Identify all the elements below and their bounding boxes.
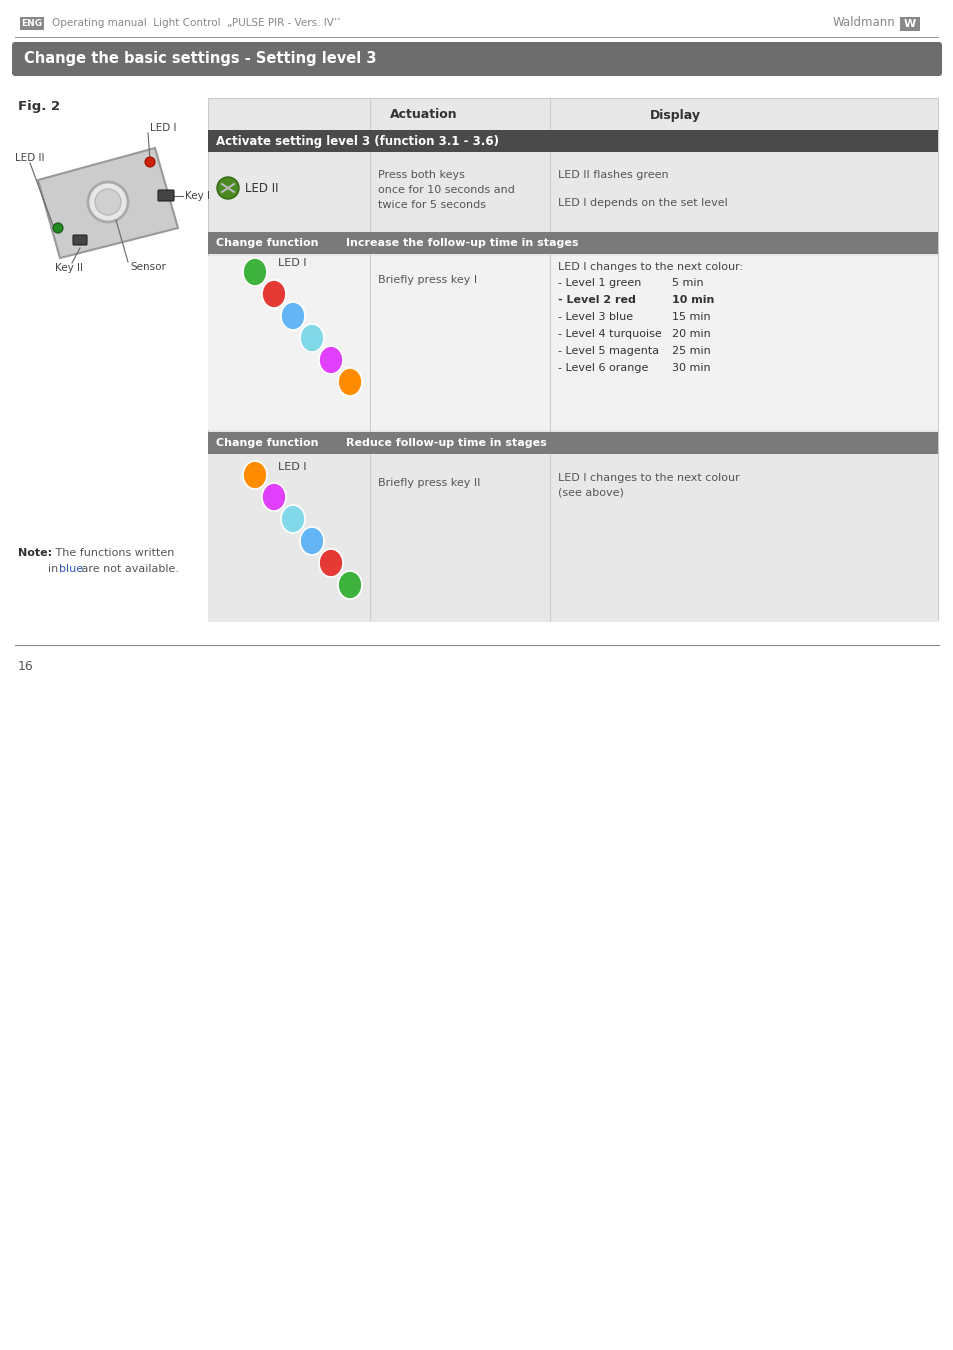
Text: - Level 3 blue: - Level 3 blue (558, 312, 633, 323)
Circle shape (145, 157, 154, 167)
Text: - Level 2 red: - Level 2 red (558, 296, 636, 305)
Text: Key I: Key I (185, 190, 210, 201)
Text: Briefly press key I: Briefly press key I (377, 275, 476, 285)
Text: Change function: Change function (215, 238, 318, 248)
Text: Change the basic settings - Setting level 3: Change the basic settings - Setting leve… (24, 51, 376, 66)
Text: 20 min: 20 min (671, 329, 710, 339)
Text: 10 min: 10 min (671, 296, 714, 305)
Text: blue: blue (59, 564, 83, 574)
Text: Sensor: Sensor (130, 262, 166, 271)
Text: Increase the follow-up time in stages: Increase the follow-up time in stages (346, 238, 578, 248)
Polygon shape (38, 148, 178, 258)
Text: 30 min: 30 min (671, 363, 710, 373)
Text: Waldmann: Waldmann (831, 16, 894, 30)
Ellipse shape (243, 258, 267, 286)
Circle shape (88, 182, 128, 221)
Bar (208, 232, 937, 254)
Ellipse shape (337, 369, 361, 396)
Text: Fig. 2: Fig. 2 (18, 100, 60, 113)
Ellipse shape (262, 483, 286, 512)
Text: W: W (902, 19, 915, 28)
Bar (208, 256, 937, 431)
Text: Reduce follow-up time in stages: Reduce follow-up time in stages (346, 437, 546, 448)
FancyBboxPatch shape (20, 18, 44, 30)
FancyBboxPatch shape (73, 235, 87, 244)
Ellipse shape (299, 526, 324, 555)
Circle shape (216, 177, 239, 198)
Text: LED II flashes green: LED II flashes green (558, 170, 668, 180)
Ellipse shape (281, 505, 305, 533)
Text: 15 min: 15 min (671, 312, 710, 323)
Text: LED I: LED I (277, 258, 306, 269)
Text: Press both keys
once for 10 seconds and
twice for 5 seconds: Press both keys once for 10 seconds and … (377, 170, 515, 209)
Text: Actuation: Actuation (390, 108, 457, 122)
Text: - Level 6 orange: - Level 6 orange (558, 363, 648, 373)
FancyBboxPatch shape (158, 190, 173, 201)
Ellipse shape (318, 346, 343, 374)
Circle shape (53, 223, 63, 234)
FancyBboxPatch shape (899, 18, 919, 31)
Ellipse shape (243, 460, 267, 489)
Ellipse shape (299, 324, 324, 352)
Text: LED I depends on the set level: LED I depends on the set level (558, 198, 727, 208)
Text: Briefly press key II: Briefly press key II (377, 478, 480, 487)
Text: Note:: Note: (18, 548, 52, 558)
Bar (208, 454, 937, 622)
Text: LED II: LED II (245, 181, 278, 194)
Text: 16: 16 (18, 660, 33, 674)
Text: LED I: LED I (150, 123, 176, 134)
Text: Operating manual  Light Control  „PULSE PIR - Vers. IV’’: Operating manual Light Control „PULSE PI… (52, 18, 340, 28)
Text: ENG: ENG (21, 19, 43, 27)
Text: LED I changes to the next colour:: LED I changes to the next colour: (558, 262, 742, 271)
Text: Key II: Key II (55, 263, 83, 273)
Text: Change function: Change function (215, 437, 318, 448)
Text: 25 min: 25 min (671, 346, 710, 356)
Ellipse shape (262, 279, 286, 308)
Bar (208, 130, 937, 153)
Text: 5 min: 5 min (671, 278, 703, 288)
Text: LED II: LED II (15, 153, 45, 163)
Text: - Level 4 turquoise: - Level 4 turquoise (558, 329, 661, 339)
Ellipse shape (281, 302, 305, 329)
Ellipse shape (318, 549, 343, 576)
Text: LED I: LED I (277, 462, 306, 472)
Bar (208, 99, 937, 620)
Text: - Level 1 green: - Level 1 green (558, 278, 640, 288)
Text: are not available.: are not available. (78, 564, 179, 574)
Ellipse shape (337, 571, 361, 599)
Text: The functions written: The functions written (52, 548, 174, 558)
Text: LED I changes to the next colour
(see above): LED I changes to the next colour (see ab… (558, 472, 739, 498)
Circle shape (95, 189, 121, 215)
Text: Activate setting level 3 (function 3.1 - 3.6): Activate setting level 3 (function 3.1 -… (215, 135, 498, 147)
Text: - Level 5 magenta: - Level 5 magenta (558, 346, 659, 356)
Text: Display: Display (649, 108, 700, 122)
FancyBboxPatch shape (12, 42, 941, 76)
Bar (208, 432, 937, 454)
Text: in: in (48, 564, 62, 574)
